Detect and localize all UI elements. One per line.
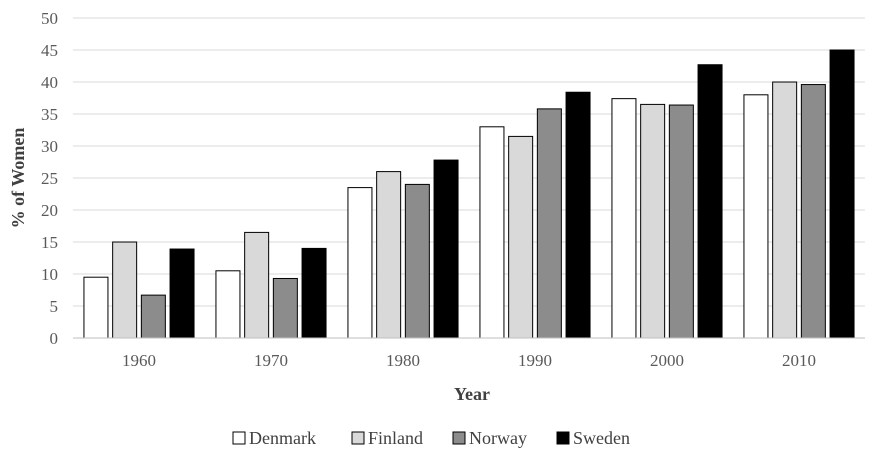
- y-tick-label: 0: [50, 329, 59, 348]
- y-tick-label: 30: [41, 137, 58, 156]
- y-axis-title: % of Women: [8, 128, 28, 229]
- bars: [83, 49, 855, 339]
- legend-label: Sweden: [573, 428, 630, 448]
- x-tick-label: 1990: [518, 351, 552, 370]
- y-tick-label: 20: [41, 201, 58, 220]
- bar-sweden-1960: [169, 248, 195, 339]
- bar-denmark-2010: [743, 94, 769, 339]
- legend-swatch: [556, 431, 570, 445]
- gridlines: [73, 17, 865, 307]
- bar-finland-2000: [640, 103, 666, 339]
- y-tick-labels: 0 5 10 15 20 25 30 35 40 45 50: [41, 9, 58, 348]
- bar-denmark-2000: [611, 98, 637, 339]
- x-tick-label: 1960: [122, 351, 156, 370]
- legend-swatch: [351, 431, 365, 445]
- y-tick-label: 15: [41, 233, 58, 252]
- y-tick-label: 10: [41, 265, 58, 284]
- legend-label: Denmark: [249, 428, 316, 448]
- legend-label: Norway: [469, 428, 527, 448]
- bar-denmark-1990: [479, 126, 505, 339]
- x-tick-label: 1970: [254, 351, 288, 370]
- bar-finland-1970: [244, 231, 270, 339]
- x-tick-label: 2010: [782, 351, 816, 370]
- legend-item-sweden: Sweden: [556, 428, 630, 448]
- x-tick-labels: 1960 1970 1980 1990 2000 2010: [122, 351, 816, 370]
- bar-finland-1990: [508, 135, 534, 339]
- y-tick-label: 25: [41, 169, 58, 188]
- bar-finland-2010: [772, 81, 798, 339]
- x-tick-label: 2000: [650, 351, 684, 370]
- bar-finland-1960: [112, 241, 138, 339]
- bar-denmark-1980: [347, 187, 373, 339]
- bar-norway-1960: [140, 294, 166, 339]
- bar-finland-1980: [376, 171, 402, 339]
- y-tick-label: 40: [41, 73, 58, 92]
- legend-item-finland: Finland: [351, 428, 423, 448]
- x-axis-title: Year: [454, 384, 490, 404]
- legend-item-denmark: Denmark: [232, 428, 316, 448]
- legend-item-norway: Norway: [452, 428, 527, 448]
- bar-sweden-1990: [565, 91, 591, 339]
- bar-norway-1970: [272, 277, 298, 339]
- legend: Denmark Finland Norway Sweden: [232, 428, 630, 448]
- bar-sweden-1980: [433, 159, 459, 339]
- bar-sweden-2010: [829, 49, 855, 339]
- bar-norway-1990: [536, 108, 562, 339]
- bar-norway-1980: [404, 183, 430, 339]
- x-tick-label: 1980: [386, 351, 420, 370]
- legend-swatch: [232, 431, 246, 445]
- y-tick-label: 35: [41, 105, 58, 124]
- bar-norway-2000: [668, 104, 694, 339]
- bar-sweden-2000: [697, 64, 723, 339]
- y-tick-label: 50: [41, 9, 58, 28]
- bar-norway-2010: [800, 84, 826, 339]
- legend-label: Finland: [368, 428, 423, 448]
- y-tick-label: 5: [50, 297, 59, 316]
- y-tick-label: 45: [41, 41, 58, 60]
- bar-denmark-1970: [215, 270, 241, 339]
- bar-denmark-1960: [83, 276, 109, 339]
- legend-swatch: [452, 431, 466, 445]
- bar-sweden-1970: [301, 247, 327, 339]
